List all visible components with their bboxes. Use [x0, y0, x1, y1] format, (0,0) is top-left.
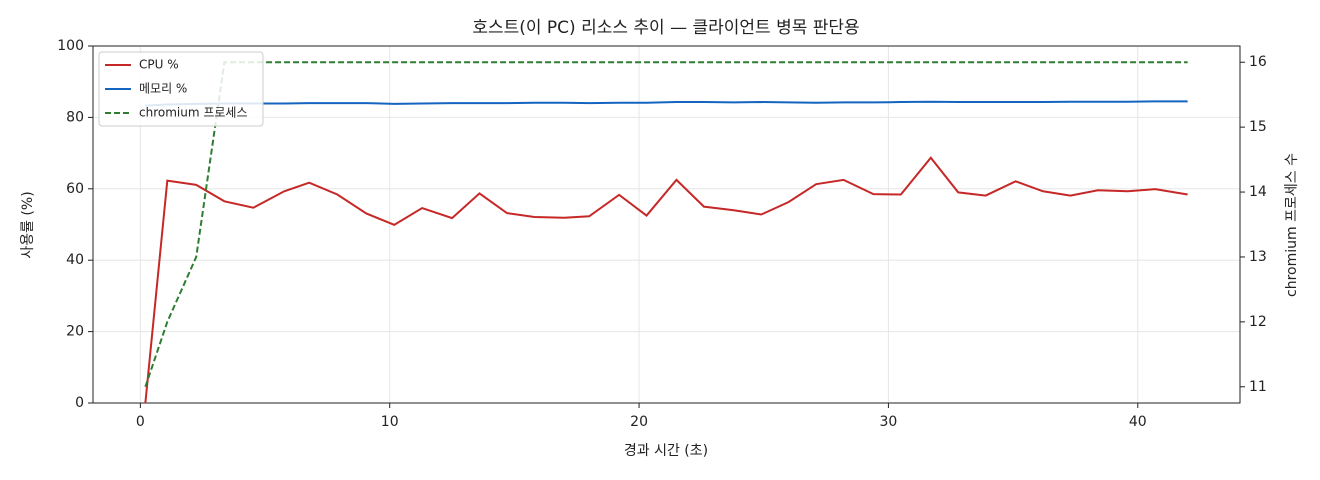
y2-tick-label: 11: [1249, 379, 1267, 395]
chart-title: 호스트(이 PC) 리소스 추이 — 클라이언트 병목 판단용: [472, 18, 859, 38]
y2-tick-label: 15: [1249, 119, 1267, 135]
y2-tick-label: 16: [1249, 54, 1267, 70]
y-tick-label: 40: [66, 252, 84, 268]
data-line: [145, 100, 1188, 107]
y2-tick-label: 13: [1249, 249, 1267, 265]
legend: CPU % 메모리 % chromium 프로세스: [98, 51, 264, 127]
plot-frame: [92, 45, 1241, 404]
y2-tick-label: 12: [1249, 314, 1267, 330]
legend-label: chromium 프로세스: [139, 106, 248, 120]
x-tick-label: 20: [630, 414, 648, 430]
legend-box: [98, 51, 264, 127]
x-tick-label: 10: [381, 414, 399, 430]
legend-label: CPU %: [139, 58, 179, 72]
data-line: [144, 156, 1188, 404]
y2-tick-label: 14: [1249, 184, 1267, 200]
y-tick-label: 20: [66, 324, 84, 340]
x-axis-label: 경과 시간 (초): [624, 443, 708, 459]
y-tick-label: 0: [75, 395, 84, 411]
x-tick-label: 40: [1129, 414, 1147, 430]
y-tick-label: 80: [66, 109, 84, 125]
data-line: [144, 61, 1188, 388]
x-tick-label: 0: [136, 414, 145, 430]
y-tick-label: 100: [57, 38, 84, 54]
y-tick-label: 60: [66, 181, 84, 197]
legend-label: 메모리 %: [139, 82, 187, 96]
y2-axis-label: chromium 프로세스 수: [1284, 153, 1300, 297]
y-axis-label: 사용률 (%): [20, 191, 36, 258]
x-tick-label: 30: [880, 414, 898, 430]
